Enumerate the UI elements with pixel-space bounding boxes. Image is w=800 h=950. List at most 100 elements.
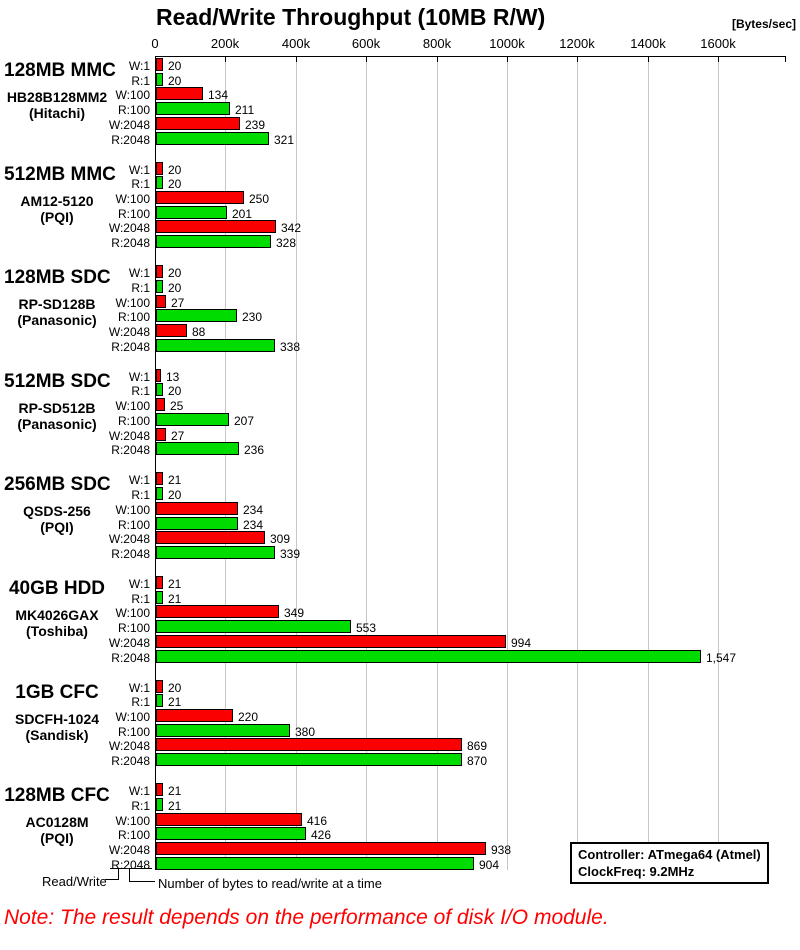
bar-value-label: 904 bbox=[479, 858, 500, 872]
bar-row-label: R:100 bbox=[117, 518, 150, 532]
read-bar bbox=[156, 413, 229, 426]
axis-tick-label: 200k bbox=[210, 36, 240, 51]
bar-row-label: R:2048 bbox=[111, 651, 150, 665]
bar-value-label: 870 bbox=[467, 754, 488, 768]
read-bar bbox=[156, 650, 701, 663]
write-bar bbox=[156, 428, 166, 441]
write-bar bbox=[156, 783, 163, 796]
bar-value-label: 342 bbox=[281, 221, 302, 235]
bar-value-label: 27 bbox=[171, 296, 185, 310]
group-maker: (Sandisk) bbox=[25, 726, 89, 743]
read-bar bbox=[156, 206, 227, 219]
bar-row-label: W:100 bbox=[115, 192, 150, 206]
read-bar bbox=[156, 442, 239, 455]
read-bar bbox=[156, 487, 163, 500]
write-bar bbox=[156, 58, 163, 71]
read-bar bbox=[156, 546, 275, 559]
axis-units-label: [Bytes/sec] bbox=[731, 17, 796, 31]
bar-row-label: W:2048 bbox=[108, 118, 150, 132]
bar-row-label: R:1 bbox=[131, 74, 150, 88]
read-bar bbox=[156, 798, 163, 811]
read-bar bbox=[156, 176, 163, 189]
bar-value-label: 21 bbox=[168, 784, 182, 798]
bar-row-label: W:2048 bbox=[108, 739, 150, 753]
bar-row-label: W:1 bbox=[128, 370, 150, 384]
bar-value-label: 20 bbox=[168, 177, 182, 191]
bar-row-label: W:2048 bbox=[108, 843, 150, 857]
write-bar bbox=[156, 87, 203, 100]
group-maker: (Panasonic) bbox=[17, 415, 97, 432]
bar-value-label: 207 bbox=[234, 414, 255, 428]
x-axis-line bbox=[155, 56, 786, 57]
write-bar bbox=[156, 680, 163, 693]
axis-tick bbox=[437, 57, 438, 62]
bar-row-label: R:1 bbox=[131, 488, 150, 502]
gridline bbox=[366, 58, 367, 870]
group-title: 128MB SDC bbox=[4, 267, 111, 289]
group-title: 256MB SDC bbox=[4, 474, 111, 496]
bar-row-label: R:100 bbox=[117, 621, 150, 635]
chart-title: Read/Write Throughput (10MB R/W) bbox=[156, 4, 546, 30]
bar-value-label: 553 bbox=[356, 621, 377, 635]
write-bar bbox=[156, 813, 302, 826]
bar-row-label: W:2048 bbox=[108, 221, 150, 235]
bar-row-label: R:100 bbox=[117, 414, 150, 428]
read-bar bbox=[156, 309, 237, 322]
bar-value-label: 20 bbox=[168, 59, 182, 73]
bar-row-label: R:2048 bbox=[111, 547, 150, 561]
write-bar bbox=[156, 576, 163, 589]
bar-value-label: 236 bbox=[244, 443, 265, 457]
bar-value-label: 134 bbox=[208, 88, 229, 102]
bar-value-label: 994 bbox=[511, 636, 532, 650]
group-title: 512MB SDC bbox=[4, 370, 111, 392]
read-bar bbox=[156, 827, 306, 840]
bar-row-label: R:2048 bbox=[111, 443, 150, 457]
read-bar bbox=[156, 857, 474, 870]
bar-row-label: W:100 bbox=[115, 606, 150, 620]
axis-tick-label: 1600k bbox=[700, 36, 736, 51]
bar-value-label: 380 bbox=[295, 725, 316, 739]
group-title: 512MB MMC bbox=[4, 163, 116, 185]
bar-row-label: R:100 bbox=[117, 310, 150, 324]
write-bar bbox=[156, 738, 462, 751]
bar-row-label: W:1 bbox=[128, 163, 150, 177]
read-bar bbox=[156, 620, 351, 633]
bar-value-label: 250 bbox=[249, 192, 270, 206]
group-model: SDCFH-1024 bbox=[14, 710, 100, 727]
axis-tick bbox=[718, 57, 719, 62]
read-bar bbox=[156, 235, 271, 248]
write-bar bbox=[156, 191, 244, 204]
bar-value-label: 220 bbox=[238, 710, 259, 724]
group-title: 1GB CFC bbox=[15, 681, 99, 703]
gridline bbox=[577, 58, 578, 870]
write-bar bbox=[156, 265, 163, 278]
bar-row-label: W:100 bbox=[115, 814, 150, 828]
bar-value-label: 938 bbox=[491, 843, 512, 857]
group-title: 128MB CFC bbox=[4, 785, 110, 807]
bar-row-label: W:100 bbox=[115, 399, 150, 413]
bar-value-label: 21 bbox=[168, 577, 182, 591]
legend-connector-read-write bbox=[105, 869, 119, 880]
read-bar bbox=[156, 280, 163, 293]
group-maker: (Toshiba) bbox=[26, 623, 88, 639]
group-maker: (PQI) bbox=[40, 208, 74, 225]
write-bar bbox=[156, 162, 163, 175]
bar-value-label: 88 bbox=[192, 325, 206, 339]
bar-value-label: 21 bbox=[168, 799, 182, 813]
group-model: AM12-5120 bbox=[20, 192, 94, 209]
group-model: QSDS-256 bbox=[23, 503, 91, 520]
write-bar bbox=[156, 369, 161, 382]
read-bar bbox=[156, 753, 462, 766]
write-bar bbox=[156, 842, 486, 855]
read-bar bbox=[156, 724, 290, 737]
bar-value-label: 20 bbox=[168, 163, 182, 177]
bar-value-label: 309 bbox=[270, 532, 291, 546]
gridline bbox=[718, 58, 719, 870]
bar-value-label: 1,547 bbox=[706, 651, 737, 665]
bar-row-label: W:2048 bbox=[108, 429, 150, 443]
group-maker: (Panasonic) bbox=[17, 312, 97, 329]
bar-row-label: W:1 bbox=[128, 784, 150, 798]
bar-value-label: 20 bbox=[168, 266, 182, 280]
group-maker: (PQI) bbox=[40, 519, 74, 536]
